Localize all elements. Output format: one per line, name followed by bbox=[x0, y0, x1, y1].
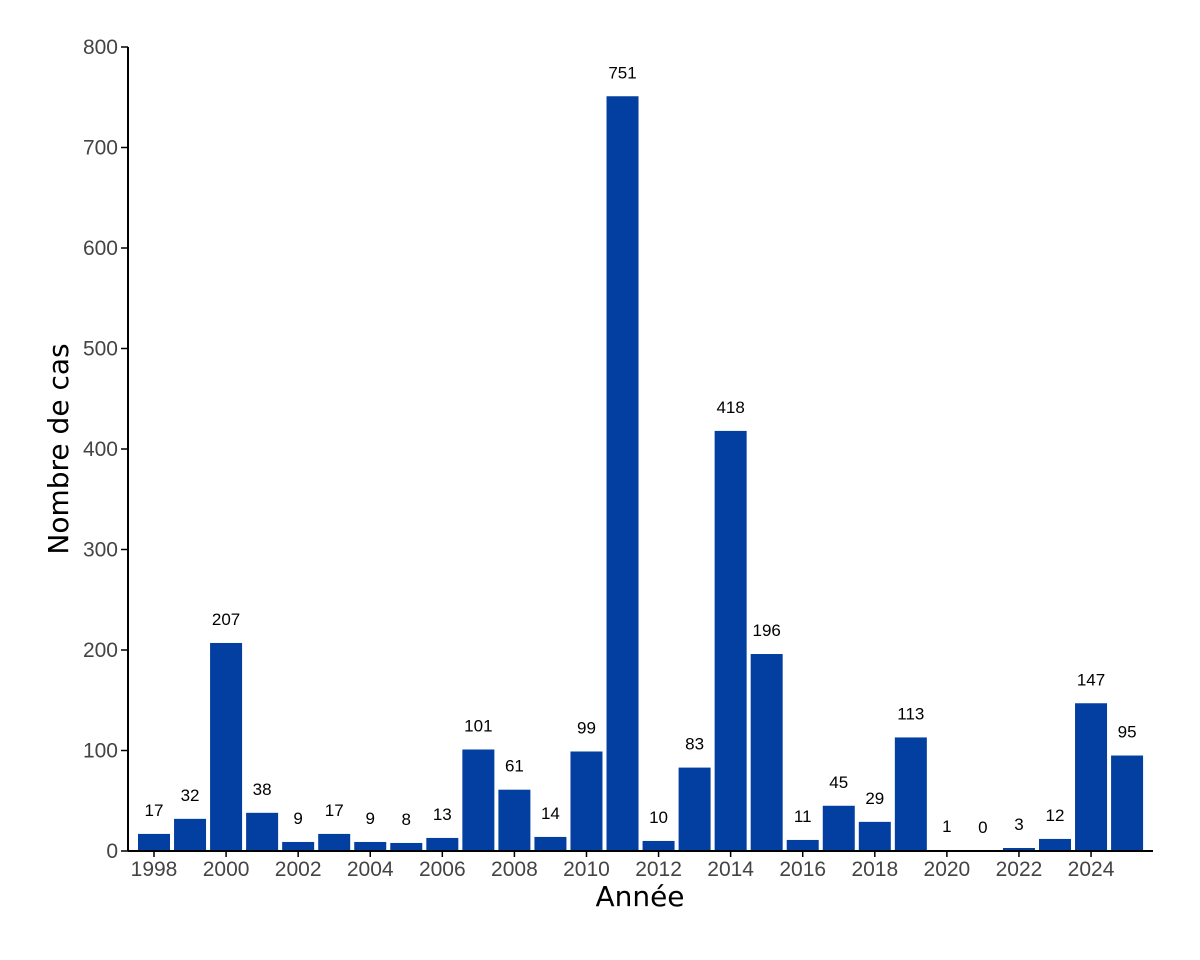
data-label-2021: 0 bbox=[978, 818, 987, 837]
bar-2005 bbox=[390, 842, 423, 851]
data-label-2020: 1 bbox=[942, 817, 951, 836]
data-label-2024: 147 bbox=[1077, 670, 1105, 689]
bar-2002 bbox=[282, 841, 315, 851]
y-tick-label-300: 300 bbox=[83, 539, 118, 562]
bar-2023 bbox=[1039, 838, 1071, 851]
data-label-2011: 751 bbox=[608, 63, 636, 82]
x-tick-label-2022: 2022 bbox=[996, 858, 1043, 881]
data-label-2023: 12 bbox=[1046, 806, 1065, 825]
x-tick-label-2014: 2014 bbox=[707, 858, 754, 881]
data-label-1998: 17 bbox=[145, 801, 164, 820]
data-label-2012: 10 bbox=[649, 808, 668, 827]
bars-layer bbox=[138, 96, 1144, 851]
y-tick-label-800: 800 bbox=[83, 36, 118, 59]
y-tick-label-600: 600 bbox=[83, 237, 118, 260]
bar-1999 bbox=[174, 818, 207, 851]
bar-2013 bbox=[678, 767, 711, 851]
bar-2025 bbox=[1111, 755, 1144, 851]
data-label-2025: 95 bbox=[1118, 723, 1137, 742]
bar-2012 bbox=[642, 840, 675, 851]
bar-2014 bbox=[714, 430, 747, 851]
bar-2003 bbox=[318, 833, 351, 851]
data-label-2000: 207 bbox=[212, 610, 240, 629]
data-label-2010: 99 bbox=[577, 719, 596, 738]
x-tick-label-2016: 2016 bbox=[779, 858, 826, 881]
x-tick-label-2002: 2002 bbox=[275, 858, 322, 881]
data-label-2022: 3 bbox=[1014, 815, 1023, 834]
bar-2011 bbox=[606, 96, 639, 851]
bar-2000 bbox=[210, 642, 243, 851]
x-tick-label-2020: 2020 bbox=[924, 858, 971, 881]
data-label-2004: 9 bbox=[366, 809, 375, 828]
data-label-2016: 11 bbox=[794, 807, 812, 826]
bar-2024 bbox=[1075, 703, 1108, 851]
x-tick-label-2012: 2012 bbox=[635, 858, 682, 881]
data-label-2017: 45 bbox=[829, 773, 848, 792]
bar-2018 bbox=[858, 821, 891, 851]
x-ticks-layer: 1998 2000 2002 2004 2006 2008 2010 2012 2014 2016… bbox=[131, 851, 1115, 881]
bar-2009 bbox=[534, 836, 567, 851]
x-tick-label-2000: 2000 bbox=[203, 858, 250, 881]
y-tick-label-700: 700 bbox=[83, 137, 118, 160]
x-tick-label-2018: 2018 bbox=[851, 858, 898, 881]
bar-2006 bbox=[426, 837, 459, 851]
data-label-1999: 32 bbox=[181, 786, 200, 805]
data-label-2009: 14 bbox=[541, 804, 560, 823]
data-label-2013: 83 bbox=[685, 735, 704, 754]
bar-2010 bbox=[570, 751, 603, 851]
bar-2017 bbox=[822, 805, 855, 851]
bar-2001 bbox=[246, 812, 279, 851]
data-label-2003: 17 bbox=[325, 801, 344, 820]
bar-2022 bbox=[1002, 847, 1035, 851]
x-tick-label-2008: 2008 bbox=[491, 858, 538, 881]
data-label-2002: 9 bbox=[293, 809, 302, 828]
data-label-2015: 196 bbox=[752, 621, 780, 640]
bar-2016 bbox=[786, 839, 819, 851]
y-ticks-layer: 0 100 200 300 400 500 600 700 800 bbox=[83, 36, 128, 863]
bar-2004 bbox=[354, 841, 387, 851]
y-tick-label-200: 200 bbox=[83, 639, 118, 662]
x-tick-label-2010: 2010 bbox=[563, 858, 610, 881]
data-label-2018: 29 bbox=[865, 789, 884, 808]
data-label-2006: 13 bbox=[433, 805, 452, 824]
data-label-2007: 101 bbox=[464, 717, 492, 736]
bar-2008 bbox=[498, 789, 531, 851]
y-tick-label-500: 500 bbox=[83, 338, 118, 361]
data-label-2008: 61 bbox=[505, 757, 524, 776]
x-tick-label-1998: 1998 bbox=[131, 858, 178, 881]
x-tick-label-2006: 2006 bbox=[419, 858, 466, 881]
bar-2019 bbox=[894, 737, 927, 851]
data-label-2001: 38 bbox=[253, 780, 272, 799]
data-label-2005: 8 bbox=[402, 810, 411, 829]
data-label-2019: 113 bbox=[897, 704, 924, 723]
y-tick-label-400: 400 bbox=[83, 438, 118, 461]
data-label-2014: 418 bbox=[716, 398, 744, 417]
y-tick-label-0: 0 bbox=[106, 840, 118, 863]
bar-1998 bbox=[138, 833, 170, 851]
x-tick-label-2024: 2024 bbox=[1068, 858, 1115, 881]
x-tick-label-2004: 2004 bbox=[347, 858, 394, 881]
y-axis-title: Nombre de cas bbox=[42, 343, 75, 554]
axes-layer bbox=[127, 47, 1153, 852]
bar-2015 bbox=[750, 654, 783, 851]
x-axis-title: Année bbox=[595, 880, 684, 913]
y-tick-label-100: 100 bbox=[83, 740, 118, 763]
bar-2007 bbox=[462, 749, 495, 851]
